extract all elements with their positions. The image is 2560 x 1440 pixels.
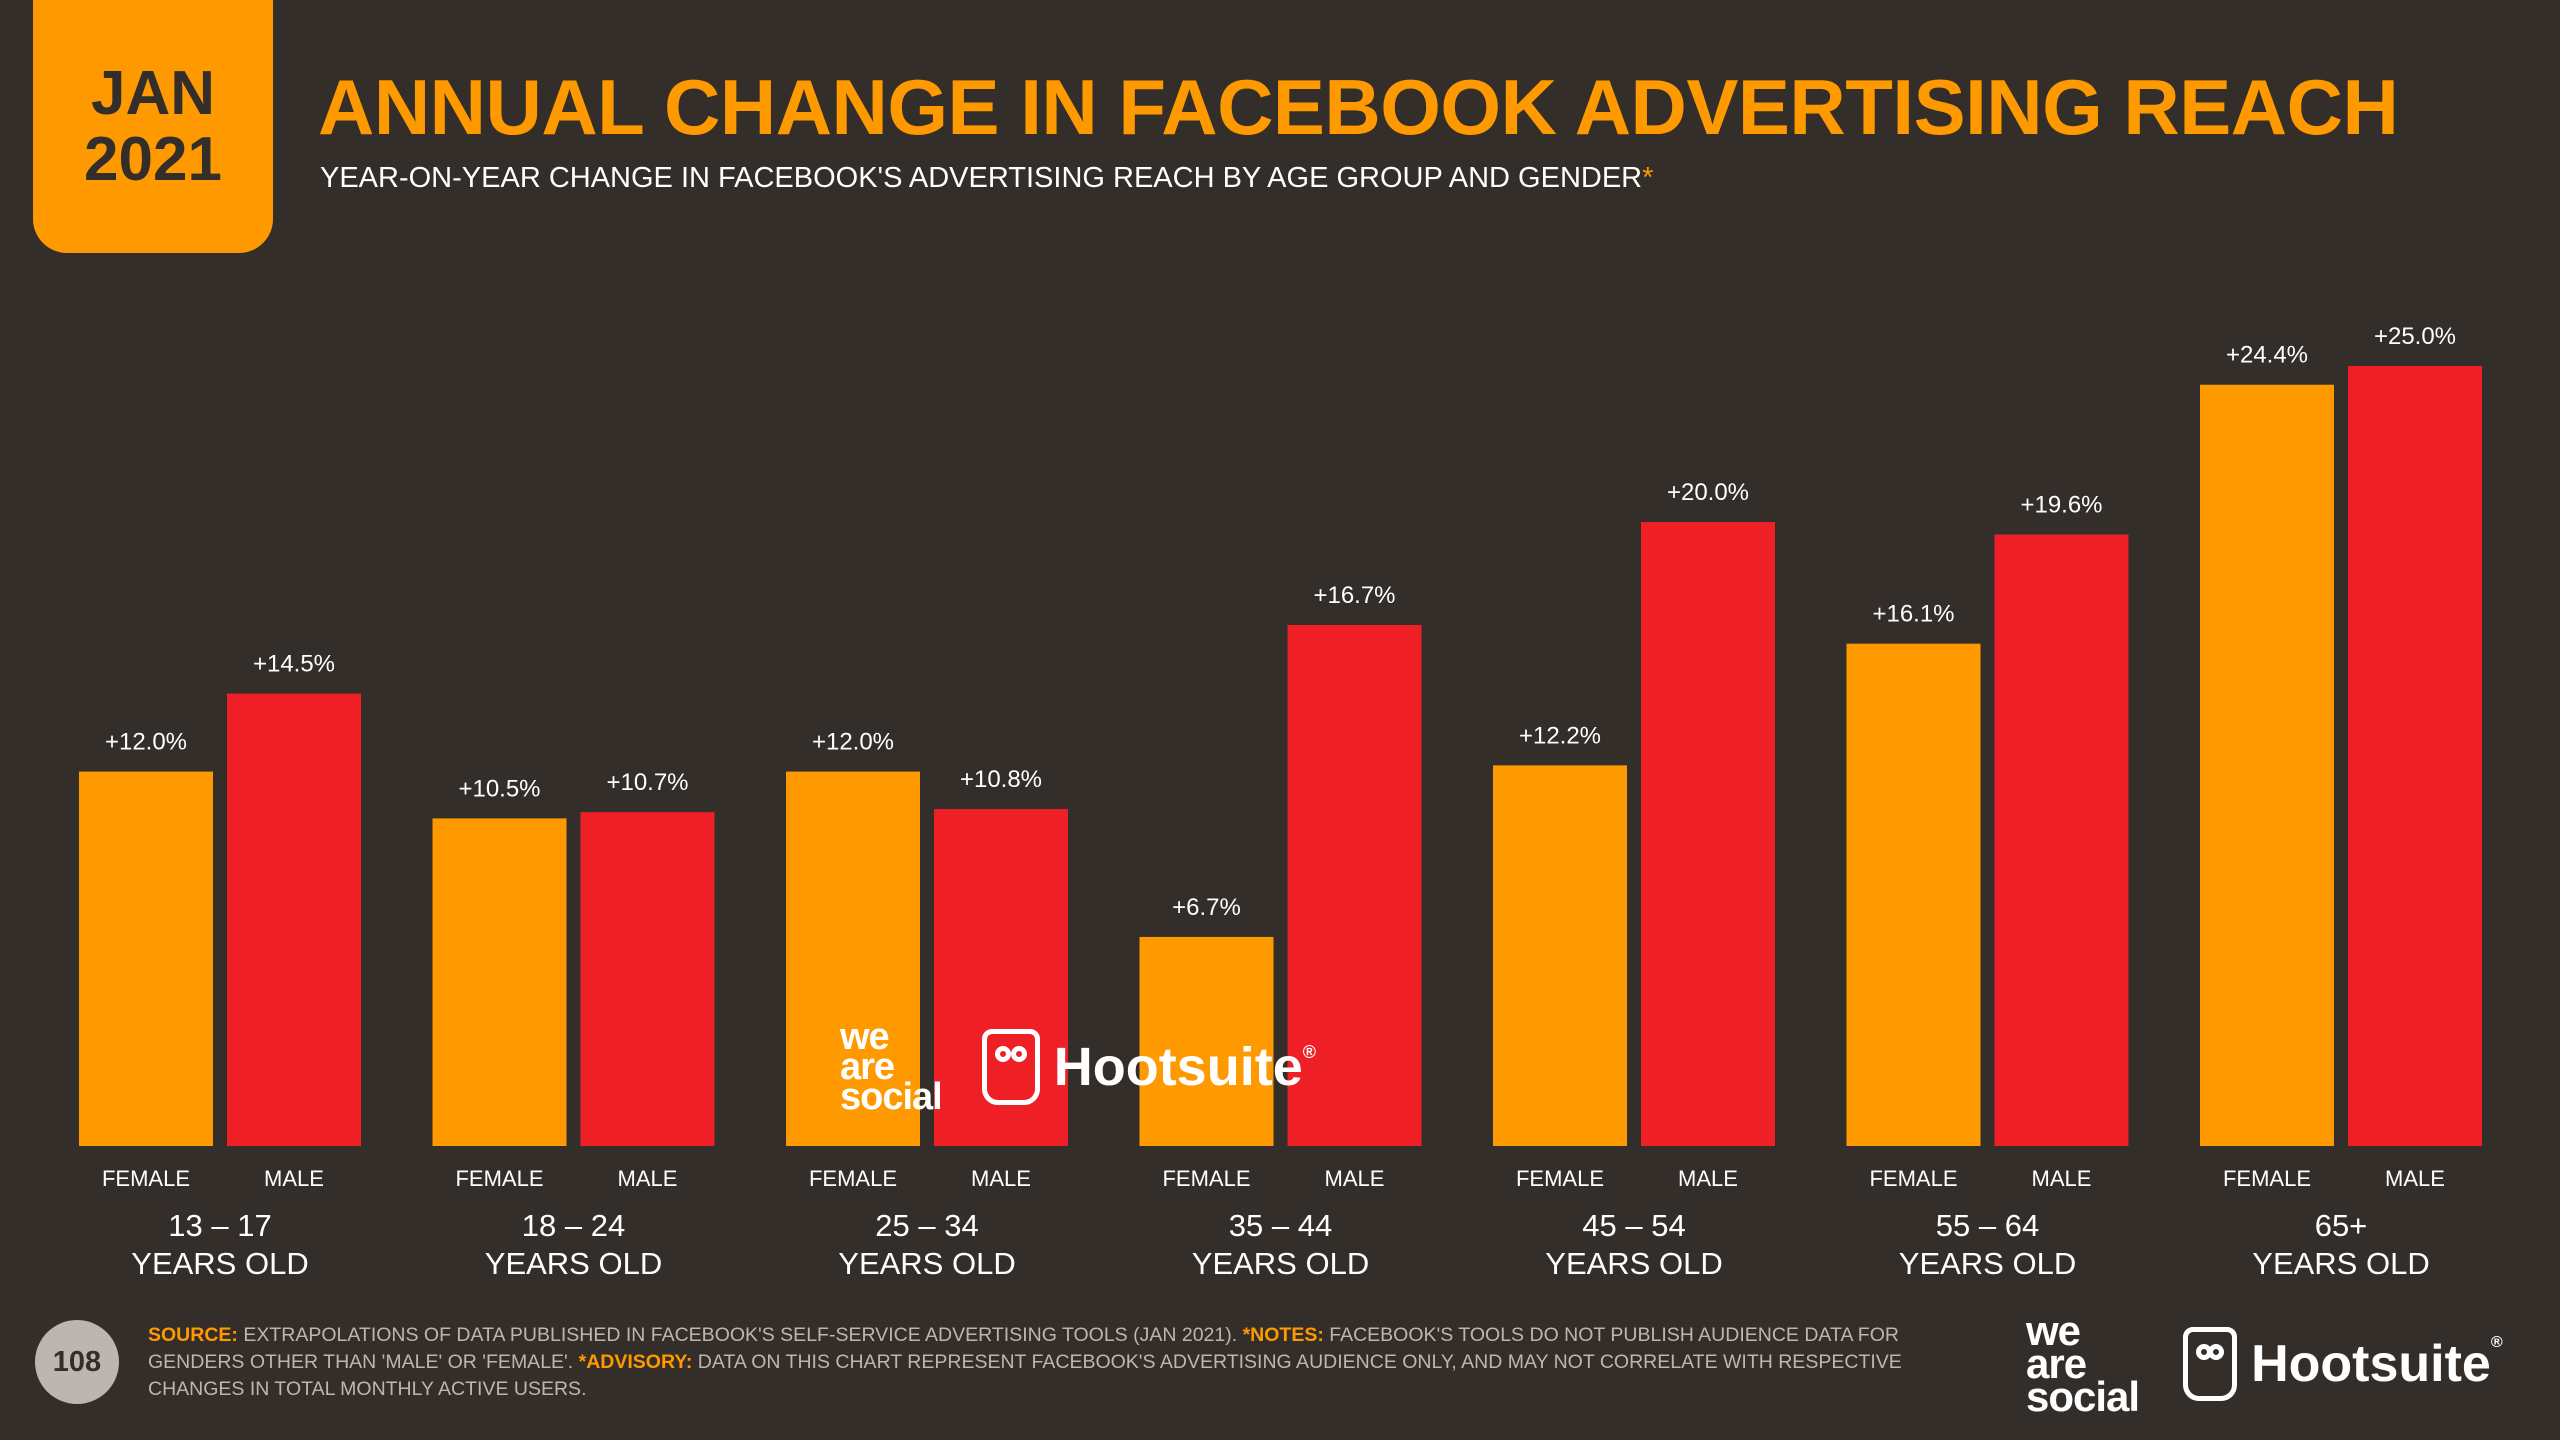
gender-label-male-5: MALE xyxy=(1678,1166,1738,1191)
footer-source-note: SOURCE: EXTRAPOLATIONS OF DATA PUBLISHED… xyxy=(148,1322,1998,1403)
gender-label-male-1: MALE xyxy=(264,1166,324,1191)
value-label-male-1: +14.5% xyxy=(253,651,335,678)
value-label-male-3: +10.8% xyxy=(960,766,1042,793)
source-text: EXTRAPOLATIONS OF DATA PUBLISHED IN FACE… xyxy=(237,1324,1243,1346)
age-years-label-3: YEARS OLD xyxy=(838,1246,1015,1281)
gender-label-female-5: FEMALE xyxy=(1516,1166,1604,1191)
footer-logo-word-are: are xyxy=(2026,1340,2087,1387)
footer-logo-word-we: we xyxy=(2026,1307,2081,1354)
gender-label-female-3: FEMALE xyxy=(809,1166,897,1191)
value-label-female-6: +16.1% xyxy=(1872,601,1954,628)
footer-logos: we are social Hootsuite ® xyxy=(2026,1307,2503,1420)
logo-word-are: are xyxy=(840,1046,895,1088)
gender-label-male-4: MALE xyxy=(1325,1166,1385,1191)
hootsuite-owl-icon xyxy=(981,1029,1040,1105)
logo-word-we: we xyxy=(840,1016,890,1058)
age-range-label-2: 18 – 24 xyxy=(522,1208,625,1243)
badge-month: JAN xyxy=(90,58,216,128)
footer-registered-mark: ® xyxy=(2490,1334,2503,1351)
age-range-label-3: 25 – 34 xyxy=(875,1208,978,1243)
source-label: SOURCE: xyxy=(148,1324,238,1346)
value-label-male-2: +10.7% xyxy=(606,769,688,796)
bar-male-2 xyxy=(580,812,715,1146)
subtitle-asterisk: * xyxy=(1642,162,1654,194)
bar-female-6 xyxy=(1846,643,1981,1146)
age-years-label-4: YEARS OLD xyxy=(1192,1246,1369,1281)
age-range-label-4: 35 – 44 xyxy=(1229,1208,1332,1243)
subtitle-text: YEAR-ON-YEAR CHANGE IN FACEBOOK'S ADVERT… xyxy=(320,162,1643,194)
bar-male-7 xyxy=(2348,366,2482,1146)
gender-label-female-1: FEMALE xyxy=(102,1166,190,1191)
footer-hootsuite-wordmark: Hootsuite xyxy=(2251,1334,2491,1393)
bar-male-6 xyxy=(1994,534,2129,1146)
bar-female-3 xyxy=(786,771,920,1146)
notes-text: FACEBOOK'S TOOLS DO NOT PUBLISH AUDIENCE… xyxy=(148,1324,1899,1373)
age-range-label-6: 55 – 64 xyxy=(1936,1208,2039,1243)
we-are-social-logo: we are social xyxy=(840,1016,943,1118)
age-years-label-1: YEARS OLD xyxy=(131,1246,308,1281)
bar-female-2 xyxy=(432,818,567,1146)
age-years-label-6: YEARS OLD xyxy=(1899,1246,2076,1281)
value-label-female-1: +12.0% xyxy=(105,729,187,756)
gender-label-female-7: FEMALE xyxy=(2223,1166,2311,1191)
age-range-label-1: 13 – 17 xyxy=(168,1208,271,1243)
value-label-female-3: +12.0% xyxy=(812,729,894,756)
gender-label-female-6: FEMALE xyxy=(1869,1166,1957,1191)
notes-label: *NOTES: xyxy=(1242,1324,1324,1346)
value-label-male-4: +16.7% xyxy=(1313,582,1395,609)
badge-year: 2021 xyxy=(84,124,222,194)
advisory-text: DATA ON THIS CHART REPRESENT FACEBOOK'S … xyxy=(148,1351,1902,1400)
gender-label-female-4: FEMALE xyxy=(1162,1166,1250,1191)
bar-male-3 xyxy=(934,809,1068,1146)
hootsuite-wordmark: Hootsuite xyxy=(1053,1037,1303,1097)
age-years-label-7: YEARS OLD xyxy=(2252,1246,2429,1281)
value-label-female-5: +12.2% xyxy=(1519,722,1601,749)
bar-female-5 xyxy=(1493,765,1627,1146)
bar-male-5 xyxy=(1641,522,1775,1146)
registered-mark: ® xyxy=(1302,1042,1316,1062)
value-label-female-4: +6.7% xyxy=(1172,894,1241,921)
bar-female-7 xyxy=(2200,384,2334,1147)
advisory-label: *ADVISORY: xyxy=(578,1351,693,1373)
age-years-label-5: YEARS OLD xyxy=(1545,1246,1722,1281)
gender-label-male-6: MALE xyxy=(2032,1166,2092,1191)
age-range-label-7: 65+ xyxy=(2315,1208,2368,1243)
gender-label-male-2: MALE xyxy=(618,1166,678,1191)
footer-logo-word-social: social xyxy=(2026,1373,2140,1420)
value-label-female-2: +10.5% xyxy=(458,775,540,802)
bar-male-4 xyxy=(1287,624,1422,1146)
page-number: 108 xyxy=(35,1320,119,1404)
age-range-label-5: 45 – 54 xyxy=(1582,1208,1685,1243)
page-subtitle: YEAR-ON-YEAR CHANGE IN FACEBOOK'S ADVERT… xyxy=(320,162,1653,195)
page-title: ANNUAL CHANGE IN FACEBOOK ADVERTISING RE… xyxy=(318,63,2399,151)
bar-female-1 xyxy=(79,771,213,1146)
gender-label-male-7: MALE xyxy=(2385,1166,2445,1191)
bar-male-1 xyxy=(227,693,361,1146)
footer-hootsuite-owl-icon xyxy=(2183,1326,2238,1401)
logo-word-social: social xyxy=(840,1076,943,1118)
date-badge: JAN 2021 xyxy=(33,0,273,253)
age-years-label-2: YEARS OLD xyxy=(485,1246,662,1281)
gender-label-female-2: FEMALE xyxy=(455,1166,543,1191)
value-label-female-7: +24.4% xyxy=(2226,342,2308,369)
value-label-male-5: +20.0% xyxy=(1667,479,1749,506)
watermark-logos: we are social Hootsuite ® xyxy=(840,1016,1316,1118)
value-label-male-7: +25.0% xyxy=(2374,323,2456,350)
bar-female-4 xyxy=(1139,936,1274,1146)
value-label-male-6: +19.6% xyxy=(2020,491,2102,518)
gender-label-male-3: MALE xyxy=(971,1166,1031,1191)
footer-we-are-social-logo: we are social xyxy=(2026,1307,2140,1420)
